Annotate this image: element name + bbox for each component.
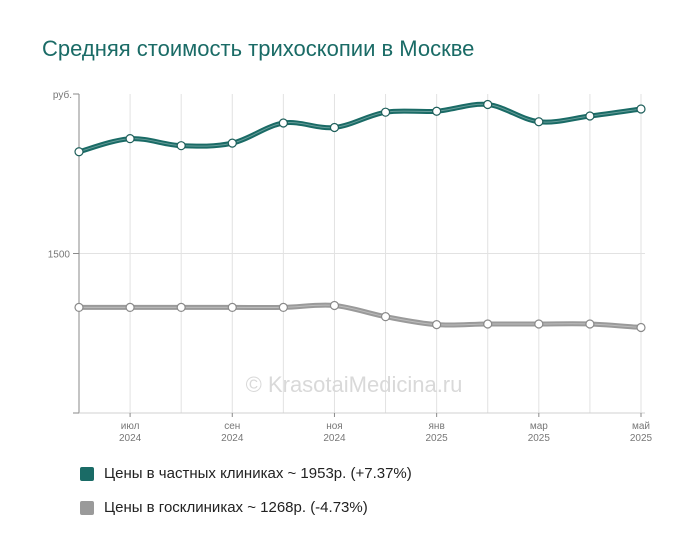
data-point-private	[176, 141, 186, 151]
series-layer	[74, 99, 646, 333]
x-tick-label-month: сен	[224, 421, 240, 432]
x-tick-label-month: мар	[530, 421, 548, 432]
legend-item-public: Цены в госклиниках ~ 1268р. (-4.73%)	[80, 499, 368, 516]
legend-item-private: Цены в частных клиниках ~ 1953р. (+7.37%…	[80, 465, 412, 482]
data-point-private	[329, 122, 340, 133]
watermark: © KrasotaiMedicina.ru	[246, 372, 463, 397]
data-point-public	[483, 319, 493, 329]
x-tick-label-year: 2025	[426, 433, 449, 444]
data-point-public	[380, 312, 391, 322]
y-tick-label: 1500	[48, 250, 71, 261]
y-unit-label: руб.	[53, 89, 72, 101]
data-point-public	[227, 302, 237, 313]
data-point-private	[483, 99, 493, 110]
data-point-public	[432, 320, 442, 330]
data-point-public	[176, 302, 186, 313]
x-axis-labels: июл2024сен2024ноя2024янв2025мар2025май20…	[119, 421, 653, 444]
data-point-private	[380, 107, 391, 117]
data-point-public	[534, 319, 544, 329]
x-tick-label-month: янв	[429, 421, 445, 432]
x-tick-label-month: ноя	[326, 421, 343, 432]
legend-label-private: Цены в частных клиниках ~ 1953р. (+7.37%…	[104, 465, 412, 482]
data-point-private	[227, 138, 237, 148]
x-tick-label-year: 2024	[221, 433, 244, 444]
data-point-public	[585, 319, 595, 329]
data-point-private	[636, 104, 646, 114]
series-line-private	[76, 101, 644, 155]
data-point-public	[125, 302, 135, 313]
data-point-private	[278, 118, 288, 128]
data-point-private	[534, 117, 544, 127]
x-tick-label-month: май	[632, 421, 650, 432]
x-tick-label-year: 2024	[119, 433, 142, 444]
x-tick-label-year: 2024	[323, 433, 346, 444]
x-tick-label-year: 2025	[528, 433, 551, 444]
x-tick-label-year: 2025	[630, 433, 653, 444]
data-point-private	[74, 147, 84, 157]
chart-title: Средняя стоимость трихоскопии в Москве	[42, 36, 475, 61]
data-point-private	[432, 106, 442, 116]
y-axis-labels: руб. 1500	[48, 89, 72, 261]
data-point-public	[329, 300, 340, 311]
data-point-public	[74, 302, 84, 313]
data-point-private	[125, 134, 135, 144]
legend-swatch-private	[80, 466, 94, 481]
data-point-public	[636, 322, 646, 333]
data-point-public	[278, 302, 288, 313]
data-point-private	[585, 111, 595, 121]
legend-swatch-public	[80, 500, 94, 515]
legend-label-public: Цены в госклиниках ~ 1268р. (-4.73%)	[104, 499, 368, 516]
x-tick-label-month: июл	[121, 421, 140, 432]
